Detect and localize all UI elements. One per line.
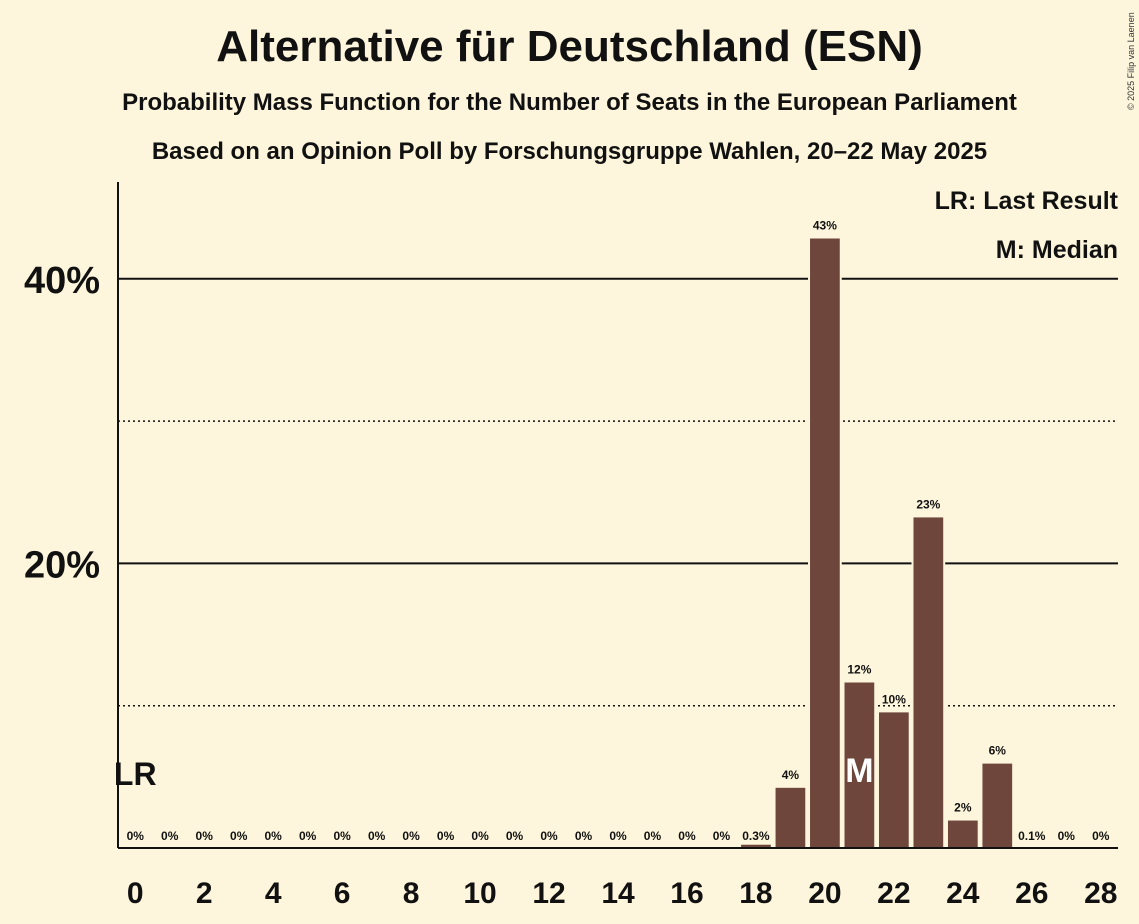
bar-data-label: 0% bbox=[230, 829, 248, 843]
x-tick-label: 22 bbox=[877, 877, 910, 910]
chart-title: Alternative für Deutschland (ESN) bbox=[216, 22, 923, 71]
x-tick-label: 16 bbox=[670, 877, 703, 910]
x-tick-label: 18 bbox=[739, 877, 772, 910]
x-tick-label: 8 bbox=[403, 877, 420, 910]
bars bbox=[739, 236, 1049, 850]
x-tick-label: 20 bbox=[808, 877, 841, 910]
bar-data-label: 43% bbox=[813, 219, 837, 233]
y-tick-label: 40% bbox=[24, 260, 100, 302]
y-tick-label: 20% bbox=[24, 544, 100, 586]
bar-data-label: 0% bbox=[265, 829, 283, 843]
bar-data-label: 0% bbox=[127, 829, 145, 843]
bar-data-label: 0% bbox=[506, 829, 524, 843]
bar bbox=[945, 818, 980, 849]
bar bbox=[980, 761, 1015, 849]
bar-data-label: 12% bbox=[847, 663, 871, 677]
median-marker: M bbox=[845, 752, 873, 790]
bar-data-label: 0% bbox=[540, 829, 558, 843]
x-tick-label: 6 bbox=[334, 877, 351, 910]
data-labels: 0% 0% 0% 0% 0% 0% 0% 0% 0% 0% 0% 0% 0% 0% 0% 0% 0% 0% 0.3%… bbox=[127, 219, 1110, 844]
bar-data-label: 23% bbox=[916, 497, 940, 511]
bar-data-label: 0% bbox=[402, 829, 420, 843]
bar-data-label: 0% bbox=[678, 829, 696, 843]
bar bbox=[808, 236, 842, 849]
bar-data-label: 0% bbox=[333, 829, 351, 843]
legend-last-result: LR: Last Result bbox=[935, 187, 1119, 215]
bar-data-label: 0% bbox=[644, 829, 662, 843]
bar-data-label: 0% bbox=[1092, 829, 1110, 843]
x-tick-label: 0 bbox=[127, 877, 144, 910]
bar-data-label: 0% bbox=[609, 829, 627, 843]
x-tick-label: 4 bbox=[265, 877, 282, 910]
x-tick-label: 14 bbox=[601, 877, 635, 910]
bar-data-label: 0% bbox=[299, 829, 317, 843]
bar-data-label: 0% bbox=[713, 829, 731, 843]
bar-data-label: 0% bbox=[471, 829, 489, 843]
x-tick-label: 10 bbox=[463, 877, 496, 910]
bar-data-label: 0% bbox=[196, 829, 214, 843]
bar-data-label: 0% bbox=[161, 829, 179, 843]
last-result-marker: LR bbox=[114, 756, 157, 792]
bar-data-label: 2% bbox=[954, 801, 972, 815]
bar-data-label: 4% bbox=[782, 768, 800, 782]
x-tick-label: 26 bbox=[1015, 877, 1048, 910]
x-tick-label: 12 bbox=[532, 877, 565, 910]
x-tick-label: 28 bbox=[1084, 877, 1117, 910]
bar-data-label: 0% bbox=[575, 829, 593, 843]
bar bbox=[911, 515, 946, 850]
bar-data-label: 6% bbox=[989, 744, 1007, 758]
bar-data-label: 0% bbox=[437, 829, 455, 843]
markers: LR M bbox=[114, 752, 874, 792]
x-tick-label: 24 bbox=[946, 877, 980, 910]
axes: 0 2 4 6 8 10 12 14 16 18 20 22 24 26 28 bbox=[117, 182, 1118, 910]
bar-data-label: 0% bbox=[1058, 829, 1076, 843]
bar-data-label: 0.1% bbox=[1018, 829, 1046, 843]
x-tick-label: 2 bbox=[196, 877, 213, 910]
gridlines: 20% 40% bbox=[24, 260, 1118, 707]
bar-data-label: 0% bbox=[368, 829, 386, 843]
bar bbox=[842, 680, 877, 849]
bar-data-label: 10% bbox=[882, 692, 906, 706]
bar bbox=[773, 785, 808, 849]
bar bbox=[877, 710, 911, 850]
chart-source-note: Based on an Opinion Poll by Forschungsgr… bbox=[151, 138, 988, 165]
chart-subtitle: Probability Mass Function for the Number… bbox=[122, 89, 1017, 116]
bar-data-label: 0.3% bbox=[742, 829, 770, 843]
legend-median: M: Median bbox=[996, 236, 1118, 264]
